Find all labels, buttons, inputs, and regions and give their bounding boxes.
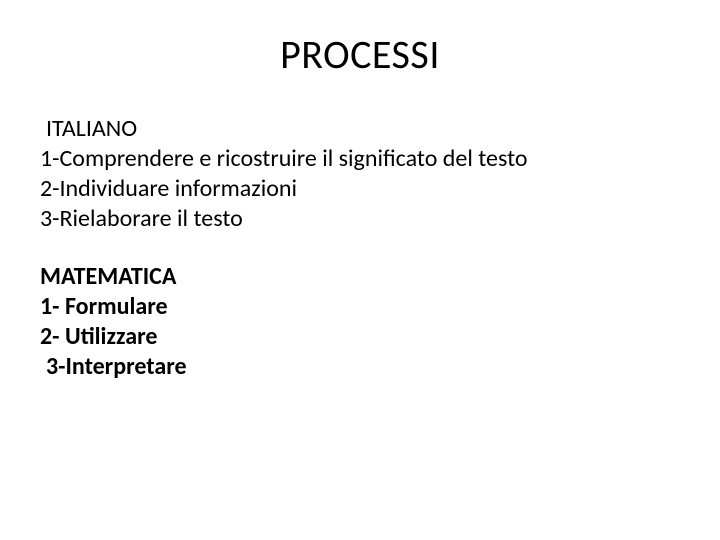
section-italiano: ITALIANO 1-Comprendere e ricostruire il … [40,114,680,234]
page-title: PROCESSI [40,30,680,79]
list-item: 1- Formulare [40,292,680,322]
list-item: 3-Rielaborare il testo [40,204,680,234]
section-heading-italiano: ITALIANO [40,114,680,144]
list-item: 2-Individuare informazioni [40,174,680,204]
list-item: 3-Interpretare [40,352,680,382]
section-heading-matematica: MATEMATICA [40,262,680,292]
list-item: 1-Comprendere e ricostruire il significa… [40,144,680,174]
section-matematica: MATEMATICA 1- Formulare 2- Utilizzare 3-… [40,262,680,382]
list-item: 2- Utilizzare [40,322,680,352]
slide: PROCESSI ITALIANO 1-Comprendere e ricost… [0,0,720,540]
